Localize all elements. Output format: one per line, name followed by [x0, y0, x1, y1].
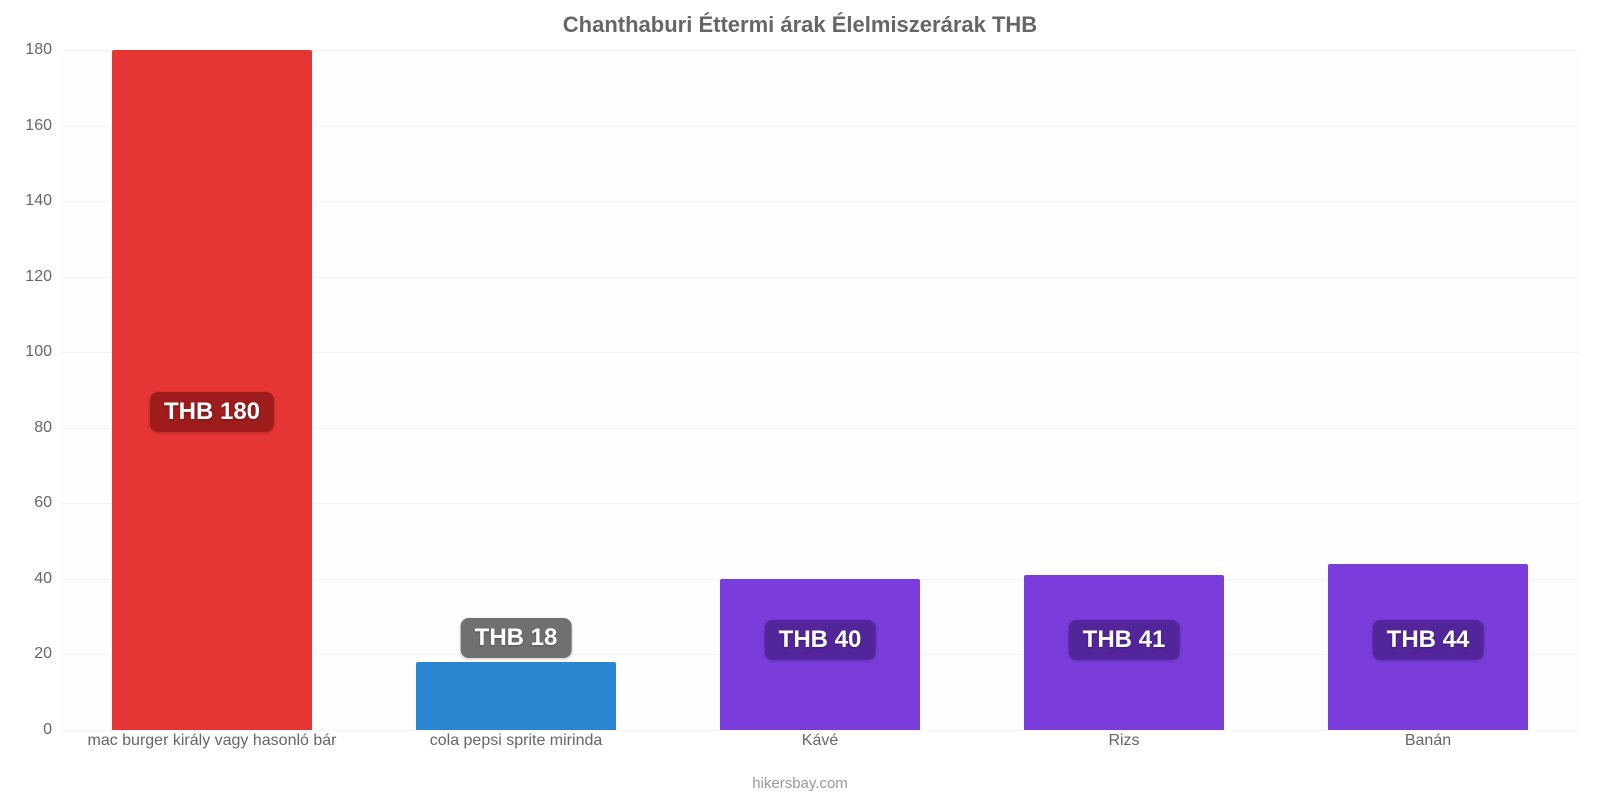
- bar: THB 18: [416, 662, 616, 730]
- y-tick-label: 160: [2, 117, 52, 135]
- value-badge: THB 18: [461, 618, 572, 658]
- x-tick-label: Banán: [1276, 732, 1580, 750]
- y-tick-label: 80: [2, 419, 52, 437]
- bar-slot: THB 41: [972, 50, 1276, 730]
- bar: THB 180: [112, 50, 312, 730]
- value-badge: THB 41: [1069, 620, 1180, 660]
- x-tick-label: mac burger király vagy hasonló bár: [60, 732, 364, 750]
- bar-slot: THB 18: [364, 50, 668, 730]
- value-badge: THB 44: [1373, 620, 1484, 660]
- bars-row: THB 180 THB 18 THB 40 THB 41 THB 44: [60, 50, 1580, 730]
- y-tick-label: 180: [2, 41, 52, 59]
- chart-title: Chanthaburi Éttermi árak Élelmiszerárak …: [0, 12, 1600, 38]
- value-badge: THB 180: [150, 392, 274, 432]
- bar: THB 41: [1024, 575, 1224, 730]
- price-bar-chart: Chanthaburi Éttermi árak Élelmiszerárak …: [0, 0, 1600, 800]
- bar-slot: THB 40: [668, 50, 972, 730]
- source-label: hikersbay.com: [0, 775, 1600, 792]
- y-tick-label: 20: [2, 645, 52, 663]
- bar: THB 40: [720, 579, 920, 730]
- y-tick-label: 100: [2, 343, 52, 361]
- y-tick-label: 60: [2, 494, 52, 512]
- gridline: [60, 730, 1580, 731]
- y-tick-label: 0: [2, 721, 52, 739]
- value-badge: THB 40: [765, 620, 876, 660]
- y-tick-label: 40: [2, 570, 52, 588]
- plot-area: THB 180 THB 18 THB 40 THB 41 THB 44: [60, 50, 1580, 730]
- x-tick-label: Rizs: [972, 732, 1276, 750]
- bar-slot: THB 180: [60, 50, 364, 730]
- y-tick-label: 140: [2, 192, 52, 210]
- bar-slot: THB 44: [1276, 50, 1580, 730]
- bar: THB 44: [1328, 564, 1528, 730]
- x-axis: mac burger király vagy hasonló bárcola p…: [60, 732, 1580, 750]
- y-tick-label: 120: [2, 268, 52, 286]
- x-tick-label: Kávé: [668, 732, 972, 750]
- x-tick-label: cola pepsi sprite mirinda: [364, 732, 668, 750]
